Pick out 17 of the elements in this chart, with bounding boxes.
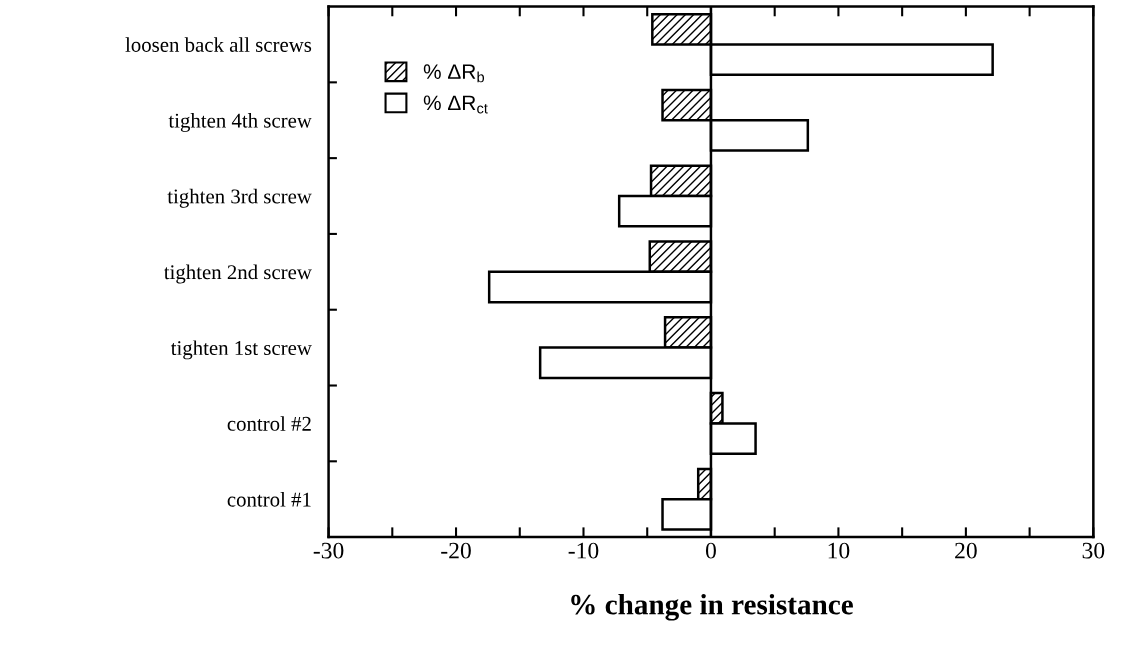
y-tick-label: tighten 4th screw [168, 113, 312, 132]
legend-label: % ΔR$_{b}$ [423, 64, 485, 83]
legend-label: % ΔR$_{ct}$ [423, 95, 488, 114]
x-tick-label: -10 [568, 542, 599, 559]
y-tick-label: control #1 [227, 491, 311, 507]
y-tick-label: tighten 3rd screw [167, 188, 312, 208]
y-tick-label: loosen back all screws [125, 37, 312, 52]
x-tick-label: 30 [1082, 542, 1105, 559]
x-tick-label: 20 [955, 542, 977, 559]
y-tick-label: tighten 1st screw [170, 340, 312, 360]
x-tick-label: 0 [705, 542, 716, 559]
x-axis-title: % change in resistance [571, 593, 853, 621]
y-tick-label: control #2 [227, 416, 311, 431]
x-tick-label: -20 [441, 542, 471, 559]
x-tick-label: -30 [313, 542, 344, 559]
x-tick-label: 10 [828, 542, 850, 559]
y-tick-label: tighten 2nd screw [163, 264, 312, 284]
